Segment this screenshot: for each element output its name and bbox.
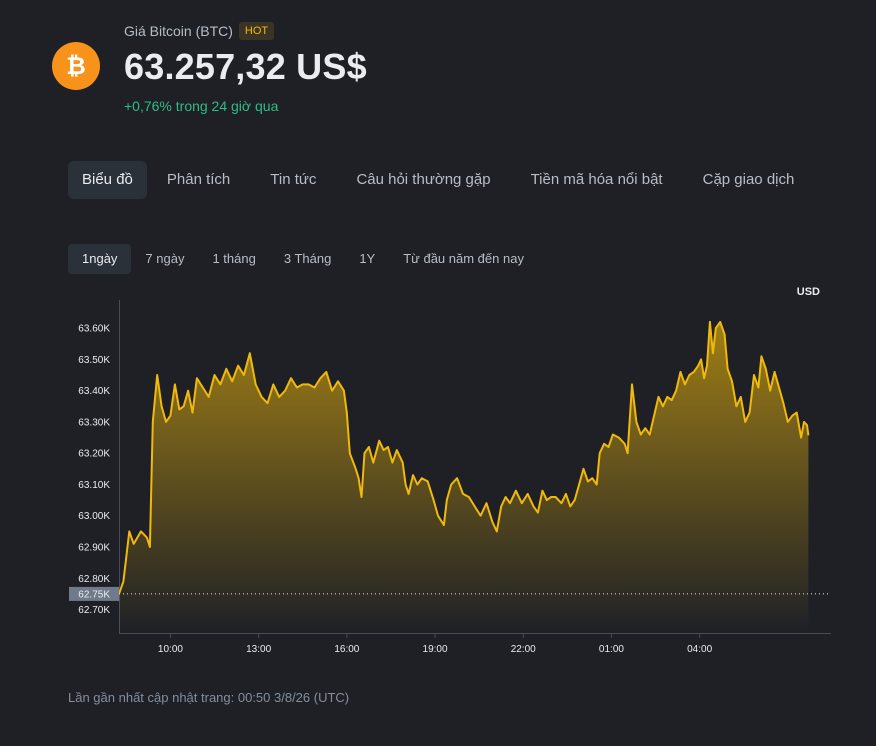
tab-trading-pairs[interactable]: Cặp giao dịch	[702, 171, 795, 188]
y-tick-label: 62.70K	[78, 605, 110, 616]
range-3m[interactable]: 3 Tháng	[283, 251, 332, 266]
x-tick-label: 16:00	[334, 644, 359, 655]
y-tick-label: 63.00K	[78, 511, 110, 522]
range-1d[interactable]: 1ngày	[68, 244, 132, 274]
time-range-selector: 1ngày 7 ngày 1 tháng 3 Tháng 1Y Từ đầu n…	[68, 244, 538, 274]
asset-name: Giá Bitcoin (BTC)	[124, 23, 233, 39]
range-ytd[interactable]: Từ đầu năm đến nay	[403, 251, 524, 266]
price-line	[118, 320, 810, 595]
header-subtitle-row: Giá Bitcoin (BTC) HOT	[124, 22, 275, 40]
y-tick-label: 63.40K	[78, 386, 110, 397]
y-tick-label: 63.30K	[78, 417, 110, 428]
currency-label: USD	[797, 286, 820, 298]
range-1y[interactable]: 1Y	[359, 251, 376, 266]
y-tick-label: 63.50K	[78, 355, 110, 366]
last-updated-text: Lần gần nhất cập nhật trang: 00:50 3/8/2…	[68, 690, 350, 705]
tab-chart[interactable]: Biểu đồ	[68, 161, 147, 199]
range-7d[interactable]: 7 ngày	[145, 251, 185, 266]
price-change-24h: +0,76% trong 24 giờ qua	[124, 98, 279, 114]
x-tick-label: 01:00	[599, 644, 624, 655]
x-tick-label: 10:00	[158, 644, 183, 655]
y-tick-label: 63.60K	[78, 324, 110, 335]
y-tick-label: 62.80K	[78, 574, 110, 585]
tab-faq[interactable]: Câu hỏi thường gặp	[356, 171, 491, 188]
bitcoin-logo: ₿	[52, 42, 100, 90]
tab-news[interactable]: Tin tức	[270, 171, 317, 188]
tab-featured-crypto[interactable]: Tiền mã hóa nổi bật	[530, 171, 663, 188]
range-1m[interactable]: 1 tháng	[212, 251, 256, 266]
price-chart[interactable]: USD 63.60K 63.50K 63.40K 63.30K 63.20K 63.10K…	[0, 280, 876, 670]
hot-badge: HOT	[238, 22, 275, 40]
y-tick-label: 63.10K	[78, 480, 110, 491]
x-tick-label: 19:00	[423, 644, 448, 655]
content-tabs: Biểu đồ Phân tích Tin tức Câu hỏi thường…	[68, 161, 814, 199]
price-area-fill	[119, 321, 809, 633]
x-tick-label: 04:00	[687, 644, 712, 655]
baseline-price-box	[69, 586, 119, 601]
y-tick-label: 63.20K	[78, 449, 110, 460]
y-tick-label: 62.90K	[78, 543, 110, 554]
tab-analysis[interactable]: Phân tích	[166, 171, 231, 188]
baseline-price-label: 62.75K	[78, 589, 110, 600]
svg-text:₿: ₿	[66, 53, 86, 80]
x-tick-label: 13:00	[246, 644, 271, 655]
current-price: 63.257,32 US$	[124, 46, 367, 87]
bitcoin-icon: ₿	[66, 53, 86, 80]
x-tick-label: 22:00	[511, 644, 536, 655]
